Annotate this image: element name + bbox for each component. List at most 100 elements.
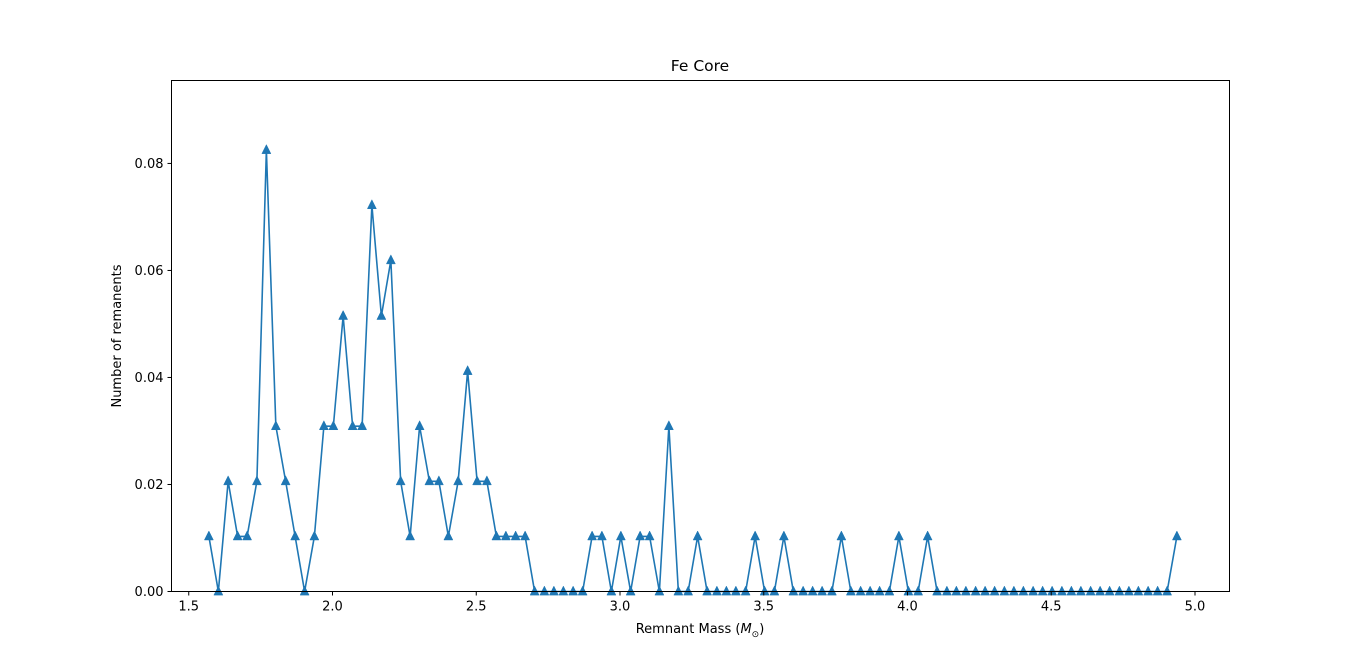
data-point-marker	[366, 199, 377, 210]
data-point-marker	[798, 585, 809, 596]
x-axis-title-suffix: )	[759, 622, 764, 637]
data-point-marker	[788, 585, 799, 596]
data-point-marker	[903, 585, 914, 596]
data-point-marker	[596, 530, 607, 541]
data-point-marker	[385, 254, 396, 265]
data-point-marker	[1075, 585, 1086, 596]
data-point-marker	[472, 475, 483, 486]
y-tick-label: 0.06	[135, 264, 164, 279]
data-point-marker	[213, 585, 224, 596]
data-point-marker	[328, 420, 339, 431]
data-point-marker	[232, 530, 243, 541]
data-point-marker	[932, 585, 943, 596]
data-point-marker	[711, 585, 722, 596]
data-point-marker	[242, 530, 253, 541]
data-point-marker	[721, 585, 732, 596]
data-point-marker	[980, 585, 991, 596]
data-point-marker	[1162, 585, 1173, 596]
data-point-marker	[280, 475, 291, 486]
data-point-marker	[568, 585, 579, 596]
data-point-marker	[395, 475, 406, 486]
data-point-marker	[1143, 585, 1154, 596]
data-point-marker	[759, 585, 770, 596]
data-point-marker	[922, 530, 933, 541]
data-point-marker	[750, 530, 761, 541]
data-point-marker	[807, 585, 818, 596]
data-point-marker	[424, 475, 435, 486]
data-point-marker	[270, 420, 281, 431]
data-point-marker	[865, 585, 876, 596]
data-point-marker	[357, 420, 368, 431]
data-point-marker	[635, 530, 646, 541]
data-point-marker	[692, 530, 703, 541]
data-point-marker	[203, 530, 214, 541]
data-point-marker	[405, 530, 416, 541]
data-point-marker	[913, 585, 924, 596]
data-point-marker	[1095, 585, 1106, 596]
data-point-marker	[769, 585, 780, 596]
data-point-marker	[1056, 585, 1067, 596]
y-tick-label: 0.08	[135, 157, 164, 172]
x-tick-label: 1.5	[178, 600, 199, 615]
x-axis-title-prefix: Remnant Mass (	[636, 622, 741, 637]
data-point-marker	[376, 309, 387, 320]
data-point-marker	[893, 530, 904, 541]
data-point-marker	[683, 585, 694, 596]
data-point-marker	[548, 585, 559, 596]
data-point-marker	[1008, 585, 1019, 596]
data-point-marker	[960, 585, 971, 596]
data-point-marker	[1047, 585, 1058, 596]
data-point-marker	[510, 530, 521, 541]
data-point-marker	[1037, 585, 1048, 596]
data-point-marker	[1152, 585, 1163, 596]
data-point-marker	[826, 585, 837, 596]
data-point-marker	[836, 530, 847, 541]
data-point-marker	[299, 585, 310, 596]
data-point-marker	[970, 585, 981, 596]
data-point-marker	[1018, 585, 1029, 596]
data-point-marker	[1028, 585, 1039, 596]
data-point-marker	[999, 585, 1010, 596]
data-point-marker	[625, 585, 636, 596]
data-point-marker	[558, 585, 569, 596]
x-tick-label: 3.0	[610, 600, 631, 615]
data-point-marker	[941, 585, 952, 596]
data-point-marker	[951, 585, 962, 596]
x-tick-label: 4.5	[1041, 600, 1062, 615]
y-tick-label: 0.04	[135, 371, 164, 386]
axes-frame	[171, 80, 1230, 592]
x-tick-label: 4.0	[897, 600, 918, 615]
data-point-marker	[453, 475, 464, 486]
data-point-marker	[817, 585, 828, 596]
data-point-marker	[644, 530, 655, 541]
data-point-marker	[318, 420, 329, 431]
y-tick-label: 0.00	[135, 585, 164, 600]
data-point-marker	[606, 585, 617, 596]
data-point-marker	[223, 475, 234, 486]
data-point-marker	[462, 365, 473, 375]
data-point-marker	[673, 585, 684, 596]
x-axis-title: Remnant Mass (M⊙)	[636, 622, 765, 640]
plot-layer	[203, 144, 1182, 596]
data-point-marker	[778, 530, 789, 541]
data-point-marker	[884, 585, 895, 596]
data-point-marker	[414, 420, 425, 431]
x-axis-title-symbol: M	[740, 622, 751, 637]
x-tick-label: 5.0	[1185, 600, 1206, 615]
data-point-marker	[1104, 585, 1115, 596]
data-point-marker	[309, 530, 320, 541]
data-point-marker	[290, 530, 301, 541]
data-point-marker	[1123, 585, 1134, 596]
x-tick-label: 2.0	[322, 600, 343, 615]
data-point-marker	[500, 530, 511, 541]
y-axis-ticks: 0.00 0.02 0.04 0.06 0.08	[135, 157, 172, 600]
data-point-marker	[702, 585, 713, 596]
data-point-marker	[587, 530, 598, 541]
data-point-marker	[663, 420, 674, 431]
data-point-marker	[491, 530, 502, 541]
x-tick-label: 2.5	[466, 600, 487, 615]
y-axis-title: Number of remanents	[110, 264, 125, 407]
data-point-marker	[520, 530, 531, 541]
data-point-marker	[845, 585, 856, 596]
